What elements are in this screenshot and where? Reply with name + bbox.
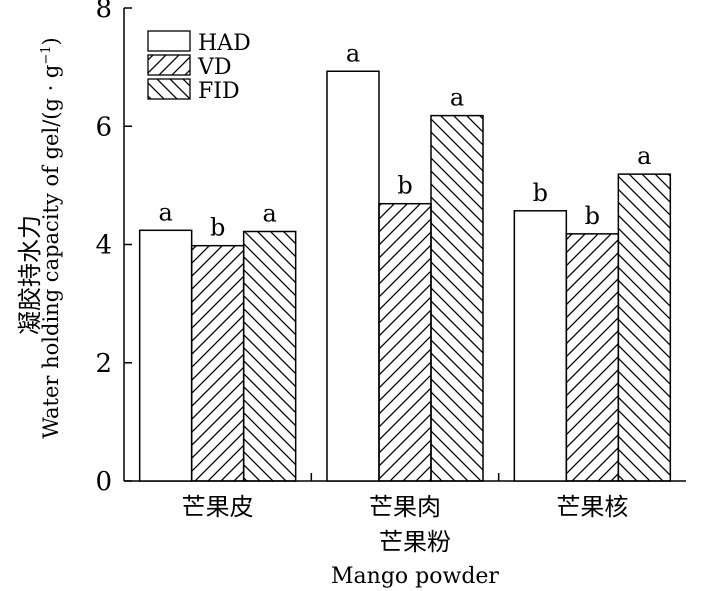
x-axis-title-zh: 芒果粉: [379, 528, 451, 556]
y-axis-title-zh: 凝胶持水力: [16, 215, 44, 335]
y-tick-label: 6: [95, 112, 112, 142]
y-tick-label: 4: [95, 231, 112, 261]
bar-vd: [378, 202, 432, 482]
bar-fid: [242, 230, 297, 482]
y-axis-title-en-main: Water holding capacity of gel/(g · g: [39, 65, 63, 439]
significance-letters: a b a a b a b b a: [159, 39, 652, 241]
bar-had: [138, 229, 193, 482]
x-tick-label: 芒果皮: [182, 493, 254, 521]
y-axis-title: 凝胶持水力 Water holding capacity of gel/(g ·…: [16, 37, 63, 438]
bar-vd: [565, 233, 620, 482]
significance-letter: b: [210, 214, 225, 242]
legend-swatch-vd: [147, 54, 191, 76]
bar-had: [513, 210, 568, 482]
y-tick-label: 8: [95, 0, 112, 24]
x-tick-label: 芒果核: [556, 493, 628, 521]
significance-letter: b: [585, 202, 600, 230]
y-axis-title-en-sup: −1: [39, 45, 54, 64]
bar-fid: [617, 173, 672, 482]
bar-had: [326, 70, 380, 482]
legend-swatch-fid: [147, 78, 191, 100]
y-tick-label: 0: [95, 467, 112, 497]
x-axis-ticks: 芒果皮 芒果肉 芒果核: [182, 473, 628, 521]
legend-swatch-had: [147, 30, 191, 52]
legend-label-fid: FID: [198, 79, 240, 104]
significance-letter: a: [450, 84, 464, 112]
legend-label-vd: VD: [197, 55, 232, 80]
bar-fid: [430, 114, 484, 482]
significance-letter: a: [637, 142, 651, 170]
significance-letter: a: [159, 198, 173, 226]
significance-letter: a: [263, 199, 277, 227]
significance-letter: b: [397, 172, 412, 200]
significance-letter: a: [346, 39, 360, 67]
y-tick-label: 2: [95, 349, 112, 379]
y-axis-title-en-close: ): [39, 37, 63, 45]
legend-label-had: HAD: [198, 31, 251, 56]
bars: [138, 70, 672, 482]
significance-letter: b: [533, 179, 548, 207]
bar-vd: [190, 244, 245, 482]
y-axis-ticks: 0 2 4 6 8: [95, 0, 132, 497]
x-tick-label: 芒果肉: [369, 493, 441, 521]
x-axis-title-en: Mango powder: [331, 564, 499, 589]
y-axis-title-en: Water holding capacity of gel/(g · g−1): [39, 37, 63, 438]
